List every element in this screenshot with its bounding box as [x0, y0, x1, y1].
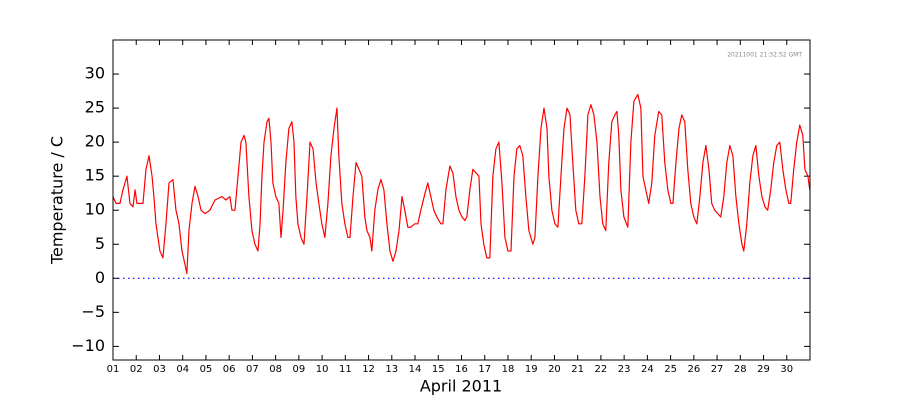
x-tick-label: 20 [548, 364, 561, 375]
x-tick-label: 10 [316, 364, 329, 375]
x-tick-label: 23 [618, 364, 631, 375]
x-tick-label: 21 [571, 364, 584, 375]
x-tick-label: 17 [478, 364, 491, 375]
x-tick-label: 22 [595, 364, 608, 375]
x-axis-label: April 2011 [420, 377, 502, 396]
x-tick-label: 07 [246, 364, 259, 375]
x-tick-label: 12 [362, 364, 375, 375]
x-tick-label: 11 [339, 364, 352, 375]
x-tick-label: 06 [223, 364, 236, 375]
x-tick-label: 15 [432, 364, 445, 375]
y-tick-label: 25 [85, 98, 105, 117]
y-tick-label: −10 [71, 336, 105, 355]
x-tick-label: 29 [757, 364, 770, 375]
plot-frame [112, 39, 811, 361]
y-tick-label: 15 [85, 166, 105, 185]
x-tick-label: 05 [200, 364, 213, 375]
x-tick-label: 03 [153, 364, 166, 375]
x-tick-label: 08 [269, 364, 282, 375]
x-tick-label: 26 [687, 364, 700, 375]
x-tick-label: 01 [107, 364, 120, 375]
x-tick-label: 13 [385, 364, 398, 375]
y-tick-label: 30 [85, 64, 105, 83]
x-tick-label: 02 [130, 364, 143, 375]
x-tick-label: 18 [502, 364, 515, 375]
x-tick-label: 19 [525, 364, 538, 375]
y-tick-label: 10 [85, 200, 105, 219]
timestamp: 20211001 21:32:52 GMT [727, 52, 802, 59]
x-tick-label: 04 [176, 364, 189, 375]
x-tick-label: 27 [711, 364, 724, 375]
x-tick-label: 09 [292, 364, 305, 375]
x-tick-label: 28 [734, 364, 747, 375]
y-axis-label: Temperature / C [48, 136, 67, 265]
x-tick-label: 16 [455, 364, 468, 375]
x-tick-label: 30 [780, 364, 793, 375]
x-tick-label: 14 [409, 364, 422, 375]
y-tick-label: 20 [85, 132, 105, 151]
x-tick-label: 24 [641, 364, 654, 375]
x-tick-label: 25 [664, 364, 677, 375]
y-tick-label: 5 [95, 234, 105, 253]
temperature-line [112, 93, 811, 275]
y-tick-label: 0 [95, 268, 105, 287]
y-tick-label: −5 [81, 302, 105, 321]
